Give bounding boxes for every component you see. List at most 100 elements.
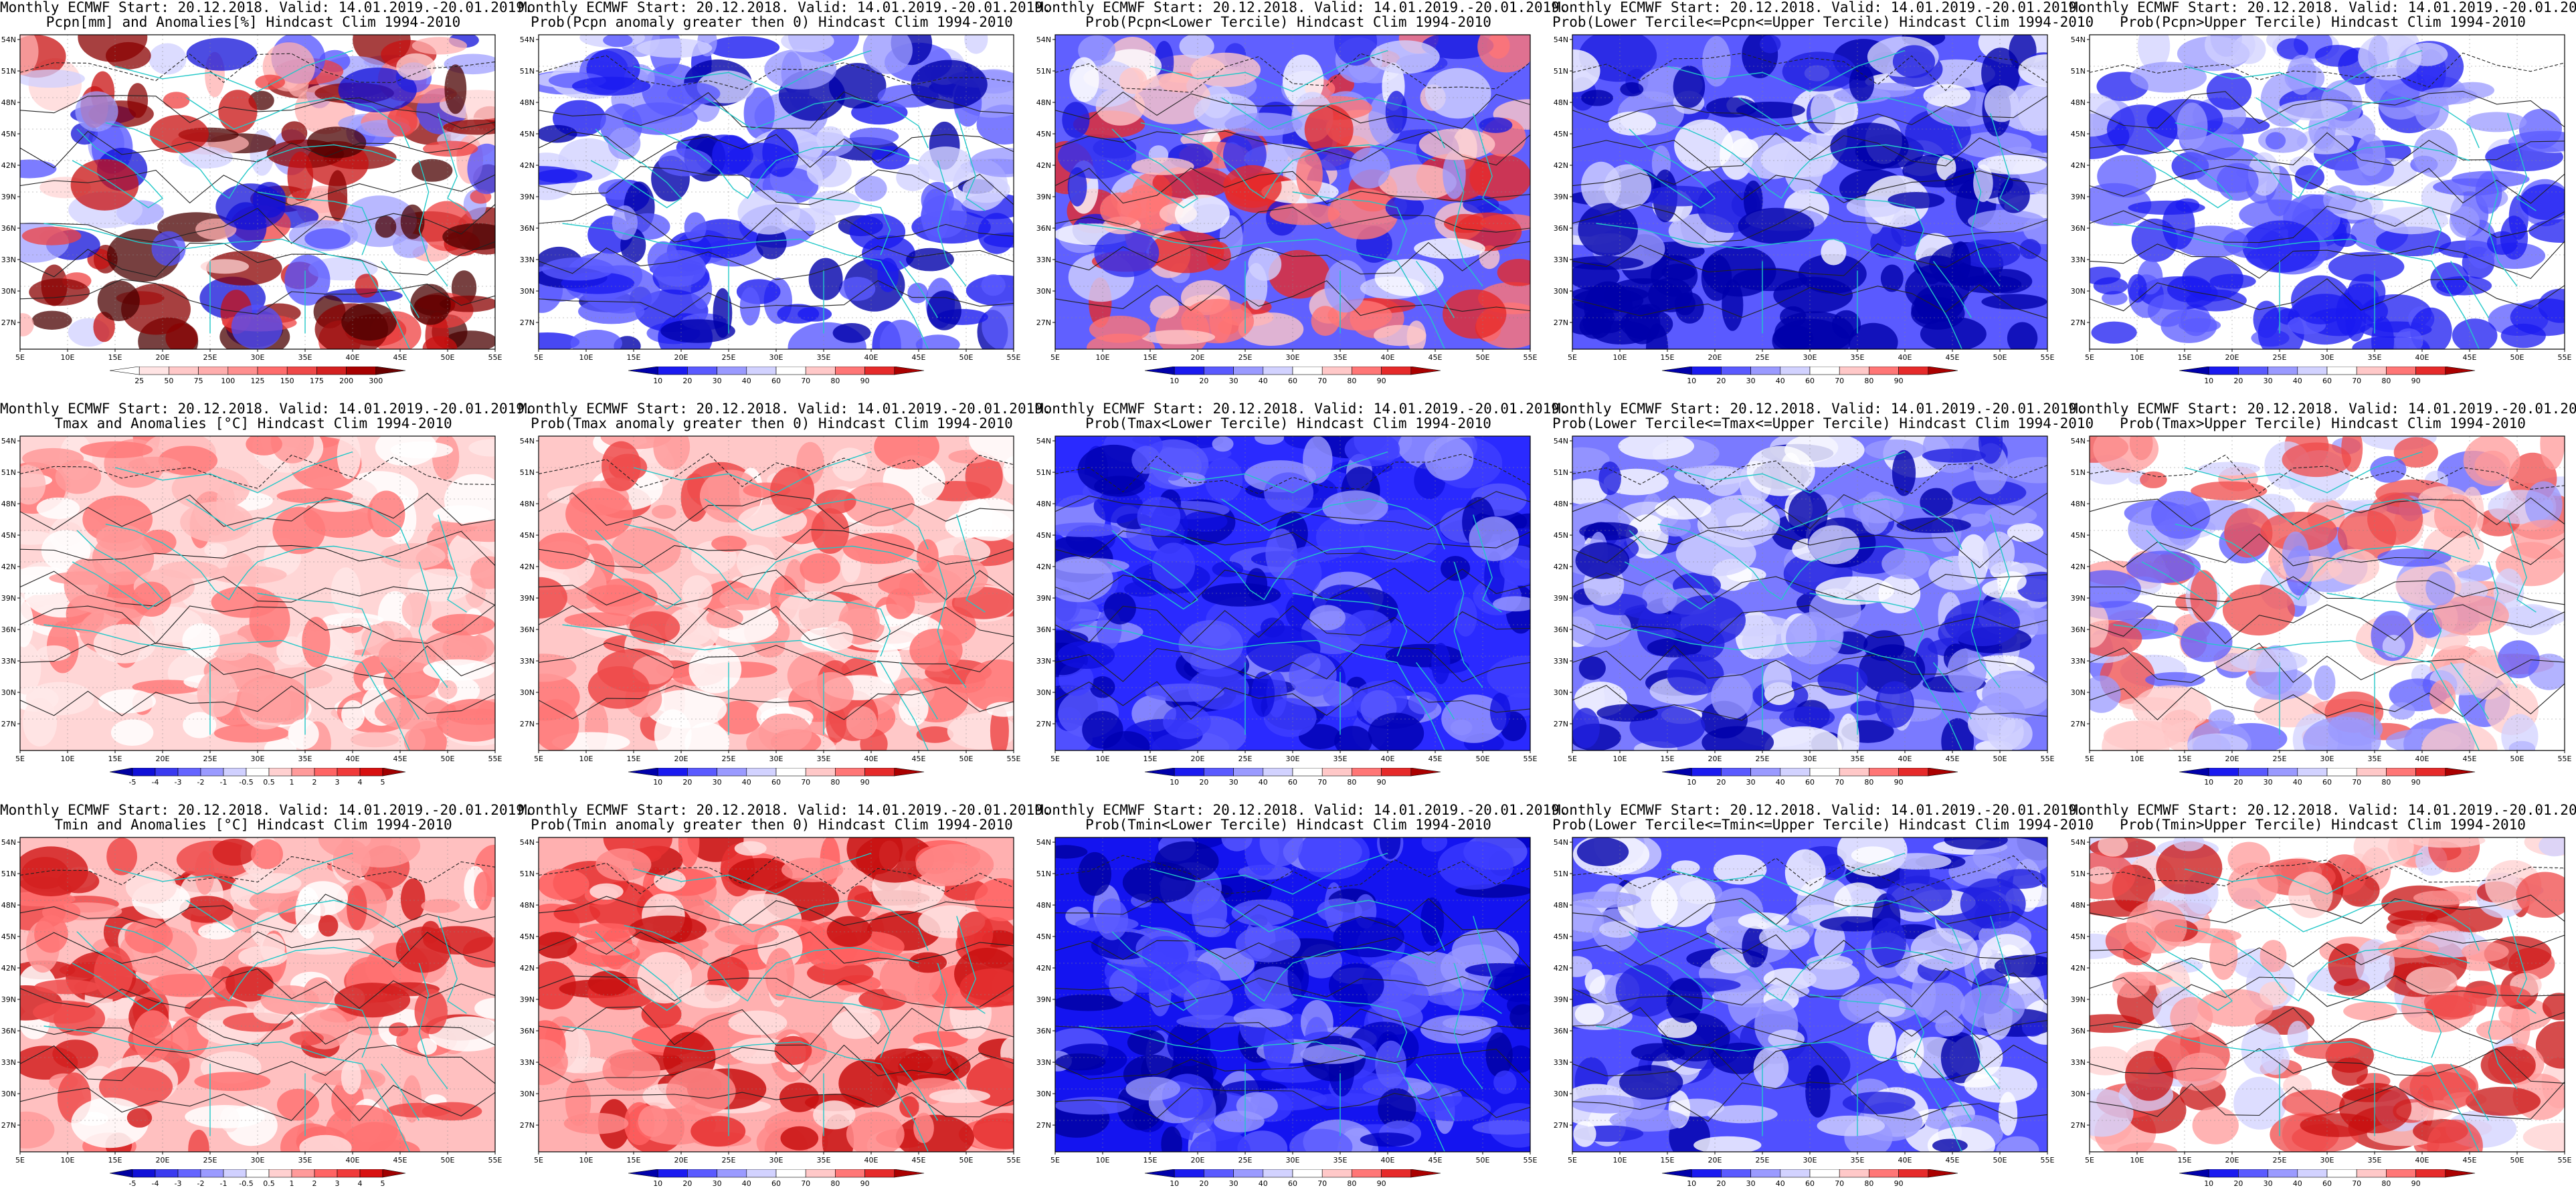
x-axis: 5E 10E 15E 20E 25E 30E 35E 40E 45E 50E 55E bbox=[15, 750, 502, 763]
colorbar-swatch bbox=[1691, 1169, 1722, 1178]
colorbar-swatch bbox=[805, 1169, 836, 1178]
x-tick-label: 30E bbox=[1803, 1156, 1817, 1165]
y-tick-label: 48N bbox=[2071, 98, 2086, 107]
y-axis: 54N 51N 48N 45N 42N 39N 36N 33N 30N 27N bbox=[520, 437, 539, 728]
y-tick-label: 48N bbox=[2071, 901, 2086, 910]
colorbar-swatch bbox=[132, 1169, 156, 1178]
x-tick-label: 45E bbox=[1946, 1156, 1960, 1165]
colorbar-swatch bbox=[198, 367, 229, 375]
shaded-field bbox=[539, 35, 1014, 349]
y-tick-label: 30N bbox=[2071, 287, 2086, 296]
x-tick-label: 30E bbox=[2320, 1156, 2334, 1165]
panel-title: Monthly ECMWF Start: 20.12.2018. Valid: … bbox=[519, 401, 1052, 431]
coastlines bbox=[1596, 49, 2019, 349]
x-tick-label: 25E bbox=[1238, 755, 1253, 763]
colorbar-swatch bbox=[1410, 367, 1441, 375]
colorbar-swatch bbox=[2297, 768, 2328, 777]
x-tick-label: 5E bbox=[1568, 755, 1577, 763]
y-axis: 54N 51N 48N 45N 42N 39N 36N 33N 30N 27N bbox=[520, 35, 539, 327]
x-axis: 5E 10E 15E 20E 25E 30E 35E 40E 45E 50E 55E bbox=[2085, 750, 2572, 763]
colorbar-swatch bbox=[835, 1169, 865, 1178]
colorbar-swatch bbox=[1321, 367, 1352, 375]
y-tick-label: 51N bbox=[1, 67, 16, 76]
panel-title: Monthly ECMWF Start: 20.12.2018. Valid: … bbox=[1552, 401, 2094, 431]
x-tick-label: 15E bbox=[1661, 353, 1675, 362]
colorbar-swatch bbox=[1809, 768, 1840, 777]
contour-lines bbox=[2090, 860, 2565, 1120]
y-tick-label: 42N bbox=[2071, 161, 2086, 170]
x-tick-label: 20E bbox=[156, 1156, 170, 1165]
x-tick-label: 45E bbox=[1946, 353, 1960, 362]
map-plot: 5E 10E 15E 20E 25E 30E 35E 40E 45E 50E 55E 54N 51N 48… bbox=[1, 34, 502, 362]
x-tick-label: 45E bbox=[2463, 755, 2477, 763]
map-plot: 5E 10E 15E 20E 25E 30E 35E 40E 45E 50E 55E 54N 51N 48… bbox=[1554, 837, 2055, 1165]
colorbar-swatch bbox=[223, 768, 247, 777]
colorbar-swatch bbox=[1721, 768, 1751, 777]
colorbar-swatch bbox=[375, 367, 406, 375]
panel-title-line1: Monthly ECMWF Start: 20.12.2018. Valid: … bbox=[1552, 802, 2086, 818]
colorbar-label: 90 bbox=[2411, 377, 2421, 385]
x-axis: 5E 10E 15E 20E 25E 30E 35E 40E 45E 50E 55E bbox=[534, 1152, 1021, 1165]
x-tick-label: 25E bbox=[1238, 1156, 1253, 1165]
y-tick-label: 54N bbox=[520, 437, 535, 445]
colorbar-swatch bbox=[1204, 1169, 1234, 1178]
y-tick-label: 51N bbox=[1554, 468, 1568, 477]
colorbar-swatch bbox=[2445, 1169, 2476, 1178]
y-tick-label: 48N bbox=[1, 901, 16, 910]
colorbar-label: 60 bbox=[2322, 778, 2332, 787]
y-tick-label: 39N bbox=[1554, 193, 1568, 201]
x-tick-label: 15E bbox=[627, 755, 641, 763]
y-tick-label: 42N bbox=[520, 563, 535, 571]
x-tick-label: 20E bbox=[1708, 1156, 1722, 1165]
panel-title: Monthly ECMWF Start: 20.12.2018. Valid: … bbox=[2069, 0, 2576, 29]
x-tick-label: 30E bbox=[769, 353, 784, 362]
coastlines bbox=[562, 451, 986, 750]
x-tick-label: 10E bbox=[1613, 1156, 1627, 1165]
y-tick-label: 54N bbox=[2071, 437, 2086, 445]
y-axis: 54N 51N 48N 45N 42N 39N 36N 33N 30N 27N bbox=[1554, 35, 1572, 327]
x-tick-label: 30E bbox=[1286, 1156, 1300, 1165]
x-tick-label: 35E bbox=[298, 1156, 312, 1165]
coastlines bbox=[1079, 451, 1502, 750]
colorbar-swatch bbox=[1321, 768, 1352, 777]
y-tick-label: 27N bbox=[1036, 720, 1051, 728]
x-tick-label: 5E bbox=[2085, 1156, 2094, 1165]
x-tick-label: 55E bbox=[2041, 1156, 2055, 1165]
map-panel-pcpn-pos: Monthly ECMWF Start: 20.12.2018. Valid: … bbox=[519, 0, 1052, 401]
y-tick-label: 42N bbox=[520, 161, 535, 170]
coastlines bbox=[1596, 852, 2019, 1152]
x-tick-label: 15E bbox=[2178, 755, 2192, 763]
colorbar-label: 40 bbox=[1259, 778, 1268, 787]
colorbar-label: 175 bbox=[310, 377, 324, 385]
x-axis: 5E 10E 15E 20E 25E 30E 35E 40E 45E 50E 55E bbox=[1050, 349, 1538, 362]
colorbar: 10 20 30 40 60 70 80 90 bbox=[628, 367, 925, 385]
panel-title: Monthly ECMWF Start: 20.12.2018. Valid: … bbox=[1035, 803, 1568, 832]
y-tick-label: 27N bbox=[520, 318, 535, 327]
y-tick-label: 42N bbox=[520, 964, 535, 973]
x-tick-label: 20E bbox=[674, 755, 688, 763]
colorbar-label: 20 bbox=[2233, 377, 2243, 385]
y-tick-label: 39N bbox=[520, 995, 535, 1004]
y-tick-label: 45N bbox=[1554, 130, 1568, 138]
colorbar-swatch bbox=[2356, 367, 2387, 375]
y-tick-label: 42N bbox=[1036, 161, 1051, 170]
colorbar-swatch bbox=[1869, 367, 1899, 375]
panel-title-line2: Prob(Tmax<Lower Tercile) Hindcast Clim 1… bbox=[1085, 415, 1491, 431]
map-panel-pcpn-low: Monthly ECMWF Start: 20.12.2018. Valid: … bbox=[1035, 0, 1568, 401]
colorbar-swatch bbox=[805, 768, 836, 777]
contour-lines bbox=[2090, 454, 2565, 720]
colorbar-label: 90 bbox=[1377, 1179, 1386, 1188]
y-tick-label: 33N bbox=[1554, 657, 1568, 666]
y-tick-label: 27N bbox=[1554, 720, 1568, 728]
x-tick-label: 15E bbox=[108, 1156, 122, 1165]
colorbar-swatch bbox=[2268, 1169, 2298, 1178]
colorbar-swatch bbox=[1869, 1169, 1899, 1178]
y-tick-label: 51N bbox=[1554, 67, 1568, 76]
map-plot: 5E 10E 15E 20E 25E 30E 35E 40E 45E 50E 55E 54N 51N 48… bbox=[2071, 34, 2572, 362]
colorbar-swatch bbox=[894, 768, 925, 777]
colorbar-label: -4 bbox=[152, 1179, 159, 1188]
colorbar-label: 40 bbox=[1259, 377, 1268, 385]
x-tick-label: 25E bbox=[203, 1156, 217, 1165]
y-tick-label: 54N bbox=[2071, 838, 2086, 847]
